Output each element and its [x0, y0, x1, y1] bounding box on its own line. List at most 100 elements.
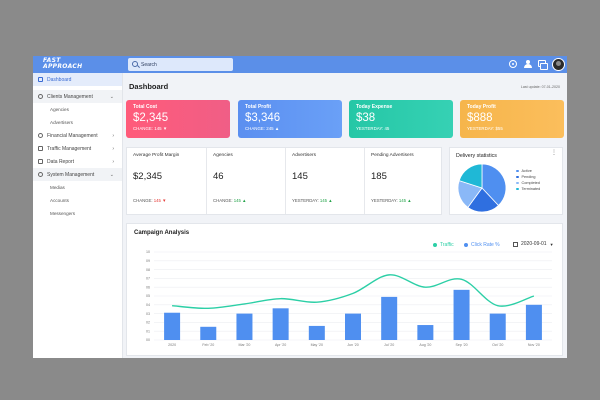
kpi-value: $3,346 [245, 112, 281, 124]
kpi-card-total-profit[interactable]: Total Profit $3,346 CHANGE: 245 ▲ [238, 100, 342, 138]
arrow-down-icon: ▼ [162, 198, 167, 203]
kpi-card-today-profit[interactable]: Today Profit $888 YESTERDAY: $55 [460, 100, 564, 138]
y-tick-label: 05 [146, 294, 150, 298]
sidebar-item-accounts[interactable]: Accounts [50, 198, 69, 203]
legend-dot [433, 243, 437, 247]
sidebar-item-label: System Management [47, 171, 95, 178]
report-icon [38, 159, 43, 164]
sidebar-item-financial-management[interactable]: Financial Management › [33, 129, 122, 142]
y-tick-label: 07 [146, 277, 150, 281]
stat-value: $2,345 [133, 171, 163, 182]
sidebar-item-data-report[interactable]: Data Report › [33, 155, 122, 168]
chevron-down-icon: ⌄ [109, 172, 114, 178]
pie-slice-active[interactable] [481, 163, 507, 207]
traffic-line[interactable] [172, 274, 535, 310]
kpi-sub: YESTERDAY: $55 [467, 126, 503, 131]
gear-icon [38, 172, 43, 177]
delivery-legend: Active Pending Completed Terminated [516, 168, 540, 192]
bar-9[interactable] [489, 313, 506, 340]
sidebar-item-medias[interactable]: Medias [50, 185, 65, 190]
delivery-pie-chart [457, 163, 507, 213]
user-icon[interactable] [524, 60, 532, 68]
delivery-statistics-card: Delivery statistics ⋮ Active Pending Com… [449, 147, 563, 215]
sidebar: Dashboard Clients Management ⌄ Agencies … [33, 73, 123, 358]
x-tick-label: Feb '20 [202, 343, 214, 347]
bar-4[interactable] [308, 325, 325, 340]
x-tick-label: 2020 [168, 343, 176, 347]
sidebar-item-messengers[interactable]: Messengers [50, 211, 76, 216]
top-bar: FAST APPROACH [33, 56, 567, 73]
kpi-title: Total Cost [133, 104, 158, 110]
sidebar-item-label: Traffic Management [47, 145, 92, 152]
messages-icon[interactable] [538, 60, 548, 70]
x-tick-label: Aug '20 [419, 343, 431, 347]
sidebar-item-dashboard[interactable]: Dashboard [33, 73, 122, 86]
avatar[interactable] [552, 58, 565, 71]
bar-7[interactable] [417, 325, 434, 340]
y-tick-label: 08 [146, 268, 150, 272]
stat-sub: YESTERDAY: 145 ▲ [292, 198, 333, 203]
main-content: Dashboard Last update: 07-01-2020 Total … [123, 73, 567, 358]
pie-slice-terminated[interactable] [458, 163, 483, 189]
page-title: Dashboard [129, 82, 169, 91]
kpi-sub: CHANGE: 245 ▲ [245, 126, 280, 131]
search-box[interactable] [128, 58, 233, 71]
stat-agencies: Agencies 46 CHANGE: 145 ▲ [206, 148, 285, 214]
brand-logo[interactable]: FAST APPROACH [43, 57, 83, 70]
clients-icon [38, 94, 43, 99]
stat-title: Average Profit Margin [133, 153, 180, 158]
bar-8[interactable] [453, 289, 470, 340]
x-tick-label: Sep '20 [456, 343, 468, 347]
more-options-icon[interactable]: ⋮ [551, 150, 557, 156]
x-tick-label: Oct '20 [492, 343, 503, 347]
legend-click-rate[interactable]: Click Rate % [464, 242, 500, 248]
date-selector[interactable]: 2020-09-01 ▼ [513, 241, 554, 247]
stat-value: 185 [371, 171, 387, 182]
sidebar-item-label: Clients Management [47, 93, 93, 100]
kpi-card-today-expense[interactable]: Today Expense $38 YESTERDAY: 45 [349, 100, 453, 138]
stat-title: Advertisers [292, 153, 316, 158]
campaign-analysis-card: 00 01 02 03 04 05 06 07 08 09 10 2020 Feb '20 Mar '20… [126, 223, 563, 356]
bar-10[interactable] [525, 304, 542, 340]
chevron-right-icon: › [112, 159, 114, 165]
kpi-card-total-cost[interactable]: Total Cost $2,345 CHANGE: 145 ▼ [126, 100, 230, 138]
chevron-right-icon: › [112, 133, 114, 139]
bar-1[interactable] [200, 326, 217, 340]
settings-icon[interactable] [509, 60, 517, 68]
legend-dot [516, 181, 519, 185]
y-tick-label: 00 [146, 338, 150, 342]
stat-title: Agencies [213, 153, 233, 158]
kpi-value: $2,345 [133, 112, 169, 124]
bar-6[interactable] [381, 296, 398, 340]
x-tick-label: Nov '20 [528, 343, 540, 347]
bar-0[interactable] [164, 312, 181, 340]
bar-3[interactable] [272, 308, 289, 340]
bar-5[interactable] [345, 313, 361, 340]
sidebar-item-agencies[interactable]: Agencies [50, 107, 69, 112]
legend-traffic[interactable]: Traffic [433, 242, 454, 248]
sidebar-item-traffic-management[interactable]: Traffic Management › [33, 142, 122, 155]
kpi-title: Today Profit [467, 104, 496, 110]
x-tick-label: Jul '20 [384, 343, 394, 347]
sidebar-item-advertisers[interactable]: Advertisers [50, 120, 73, 125]
chevron-down-icon: ▼ [549, 241, 554, 247]
traffic-icon [38, 146, 43, 151]
arrow-down-icon: ▼ [162, 126, 168, 131]
y-tick-label: 04 [146, 303, 150, 307]
search-input[interactable] [141, 59, 229, 70]
y-tick-label: 10 [146, 250, 150, 254]
stat-pending-advertisers: Pending Advertisers 185 YESTERDAY: 145 ▲ [364, 148, 443, 214]
sidebar-item-system-management[interactable]: System Management ⌄ [33, 168, 122, 181]
stat-sub: YESTERDAY: 145 ▲ [371, 198, 412, 203]
kpi-value: $888 [467, 112, 493, 124]
pie-slice-pending[interactable] [467, 187, 499, 213]
last-update-text: Last update: 07-01-2020 [520, 85, 560, 89]
dashboard-icon [38, 77, 43, 82]
stat-advertisers: Advertisers 145 YESTERDAY: 145 ▲ [285, 148, 364, 214]
kpi-sub: YESTERDAY: 45 [356, 126, 390, 131]
arrow-up-icon: ▲ [328, 198, 333, 203]
y-tick-label: 09 [146, 259, 150, 263]
sidebar-item-clients-management[interactable]: Clients Management ⌄ [33, 90, 122, 103]
chevron-right-icon: › [112, 146, 114, 152]
bar-2[interactable] [236, 313, 253, 340]
